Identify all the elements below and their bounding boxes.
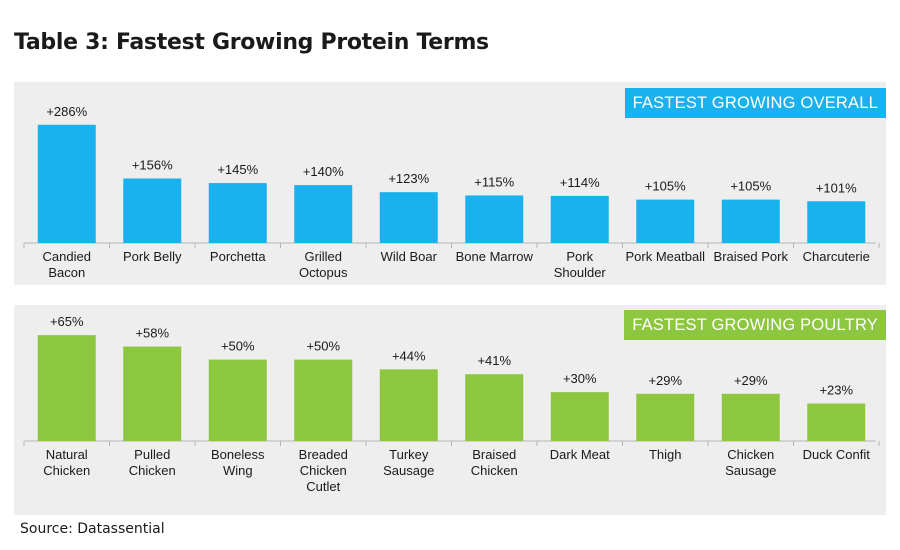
bar [721, 199, 780, 243]
category-label: Duck Confit [803, 447, 871, 462]
bar [208, 359, 267, 441]
category-label: Braised Pork [714, 249, 789, 264]
data-label: +29% [648, 373, 682, 388]
category-label: Grilled Octopus [299, 249, 348, 280]
category-label: Dark Meat [550, 447, 610, 462]
data-label: +115% [474, 174, 514, 189]
data-label: +30% [563, 371, 597, 386]
bar [294, 185, 353, 243]
bar [37, 335, 96, 441]
data-label: +58% [135, 326, 169, 341]
bar [636, 199, 695, 243]
category-label: Breaded Chicken Cutlet [299, 447, 348, 494]
bar [294, 359, 353, 441]
category-label: Pork Meatball [626, 249, 706, 264]
data-label: +41% [477, 353, 511, 368]
data-label: +23% [819, 383, 853, 398]
overall-chart-title: FASTEST GROWING OVERALL [624, 88, 886, 118]
category-label: Bone Marrow [456, 249, 534, 264]
data-label: +101% [816, 180, 857, 195]
data-label: +50% [221, 339, 255, 354]
bar [37, 124, 96, 243]
category-label: Boneless Wing [211, 447, 265, 478]
category-label: Pork Belly [123, 249, 182, 264]
data-label: +44% [392, 348, 426, 363]
data-label: +65% [50, 314, 84, 329]
poultry-chart-title: FASTEST GROWING POULTRY [624, 310, 886, 340]
bar [550, 392, 609, 441]
category-label: Pulled Chicken [129, 447, 176, 478]
category-label: Braised Chicken [471, 447, 518, 478]
bar [465, 374, 524, 441]
source-note: Source: Datassential [20, 521, 165, 537]
bar [208, 183, 267, 243]
data-label: +286% [46, 104, 87, 119]
bar [123, 178, 182, 243]
bar [379, 192, 438, 243]
data-label: +140% [303, 164, 344, 179]
data-label: +145% [217, 162, 258, 177]
category-label: Natural Chicken [43, 447, 90, 478]
overall-bar-chart: +286% Candied Bacon +156% Pork Belly +145% Por… [23, 104, 880, 280]
bar [721, 393, 780, 441]
data-label: +123% [388, 171, 429, 186]
category-label: Pork Shoulder [554, 249, 607, 280]
bar [123, 346, 182, 441]
data-label: +105% [645, 179, 686, 194]
bar [807, 403, 866, 441]
category-label: Thigh [649, 447, 682, 462]
bar [379, 369, 438, 441]
data-label: +105% [730, 179, 771, 194]
poultry-bar-chart: +65% Natural Chicken +58% Pulled Chicken +50% B… [23, 314, 880, 494]
overall-chart-panel: +286% Candied Bacon +156% Pork Belly +145% Por… [14, 82, 886, 285]
data-label: +156% [132, 158, 173, 173]
bar [465, 195, 524, 243]
poultry-chart-panel: +65% Natural Chicken +58% Pulled Chicken +50% B… [14, 305, 886, 515]
category-label: Candied Bacon [43, 249, 91, 280]
category-label: Turkey Sausage [383, 447, 434, 478]
data-label: +29% [734, 373, 768, 388]
category-label: Charcuterie [803, 249, 870, 264]
data-label: +50% [306, 339, 340, 354]
category-label: Wild Boar [381, 249, 438, 264]
bar [550, 195, 609, 243]
bar [807, 201, 866, 243]
page-title: Table 3: Fastest Growing Protein Terms [14, 30, 489, 55]
data-label: +114% [560, 175, 600, 190]
category-label: Porchetta [210, 249, 266, 264]
category-label: Chicken Sausage [725, 447, 776, 478]
bar [636, 393, 695, 441]
